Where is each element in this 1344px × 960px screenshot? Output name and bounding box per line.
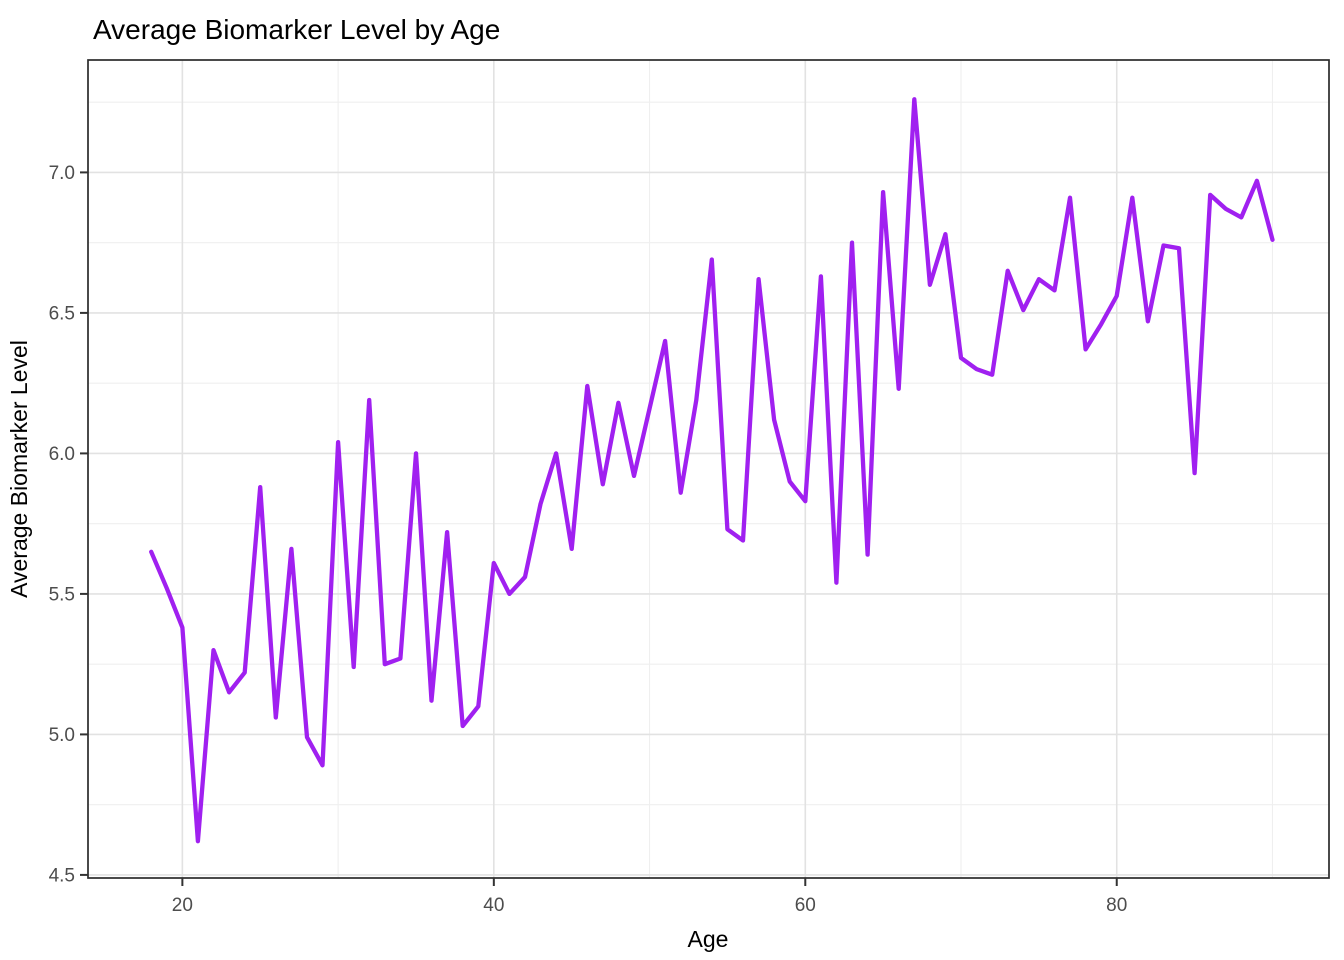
x-tick-label: 80 <box>1106 895 1127 916</box>
y-tick-label: 6.0 <box>49 444 75 465</box>
x-tick-label: 40 <box>483 895 504 916</box>
axis-tick-marks <box>80 171 1118 886</box>
chart-title: Average Biomarker Level by Age <box>93 14 500 45</box>
panel-border <box>87 59 1330 879</box>
y-tick-label: 7.0 <box>49 163 75 184</box>
y-tick-label: 4.5 <box>49 865 75 886</box>
y-axis-title: Average Biomarker Level <box>6 340 32 598</box>
x-tick-label: 60 <box>795 895 816 916</box>
x-tick-labels: 20 40 60 80 <box>172 895 1128 916</box>
grid-major <box>88 60 1329 878</box>
y-tick-label: 5.5 <box>49 584 75 605</box>
plot-panel <box>88 60 1329 878</box>
y-tick-labels: 4.5 5.0 5.5 6.0 6.5 7.0 <box>49 163 75 887</box>
y-tick-label: 6.5 <box>49 303 75 324</box>
x-axis-title: Age <box>688 926 729 952</box>
y-tick-label: 5.0 <box>49 725 75 746</box>
grid-minor <box>88 60 1329 878</box>
x-tick-label: 20 <box>172 895 193 916</box>
data-line-series <box>149 97 1275 844</box>
